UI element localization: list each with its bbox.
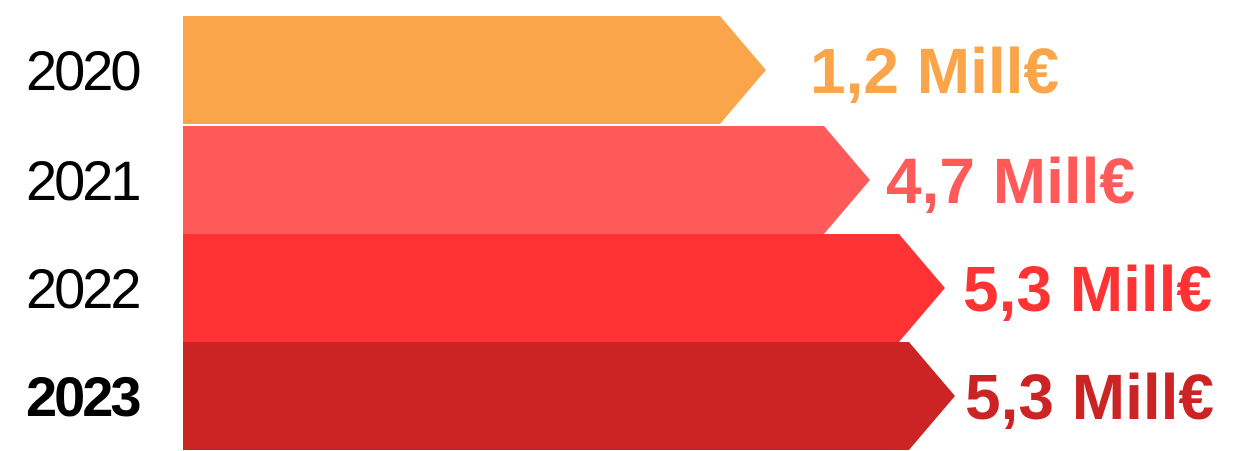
bar-2021 — [183, 126, 870, 234]
category-label-2021: 2021 — [26, 149, 139, 212]
value-label-2022: 5,3 Mill€ — [963, 253, 1212, 325]
bar-2020 — [183, 16, 766, 124]
labels-group: 2020 1,2 Mill€ 2021 4,7 Mill€ 2022 5,3 Mill€ 2… — [26, 35, 1214, 433]
category-label-2020: 2020 — [26, 39, 139, 102]
category-label-2023: 2023 — [26, 365, 140, 428]
bars-group — [183, 16, 955, 450]
category-label-2022: 2022 — [26, 257, 139, 320]
bar-2022 — [183, 234, 945, 342]
value-label-2021: 4,7 Mill€ — [886, 145, 1135, 217]
value-label-2020: 1,2 Mill€ — [810, 35, 1059, 107]
value-label-2023: 5,3 Mill€ — [965, 361, 1214, 433]
bar-2023 — [183, 342, 955, 450]
